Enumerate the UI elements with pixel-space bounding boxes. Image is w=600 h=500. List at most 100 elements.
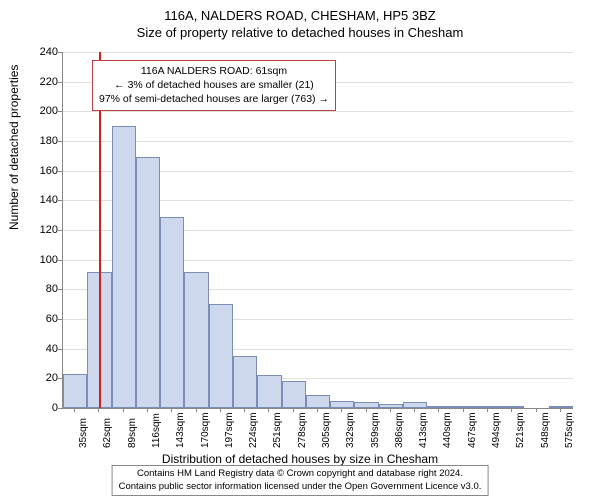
footer-line: Contains HM Land Registry data © Crown c…	[119, 468, 482, 480]
annotation-line: 97% of semi-detached houses are larger (…	[99, 92, 329, 106]
histogram-bar	[63, 374, 87, 408]
histogram-bar	[549, 406, 573, 408]
x-tick-label: 413sqm	[418, 412, 429, 448]
y-tick-mark	[58, 319, 62, 320]
annotation-line: ← 3% of detached houses are smaller (21)	[99, 78, 329, 92]
x-tick-mark	[560, 408, 561, 412]
histogram-bar	[427, 406, 451, 408]
x-tick-mark	[268, 408, 269, 412]
y-tick-mark	[58, 349, 62, 350]
x-tick-mark	[366, 408, 367, 412]
x-tick-mark	[487, 408, 488, 412]
gridline	[63, 111, 573, 112]
x-tick-mark	[341, 408, 342, 412]
histogram-bar	[160, 217, 184, 408]
y-tick-label: 0	[28, 402, 58, 414]
x-tick-label: 440sqm	[442, 412, 453, 448]
x-tick-label: 575sqm	[564, 412, 575, 448]
histogram-bar	[354, 402, 378, 408]
y-tick-label: 160	[28, 165, 58, 177]
y-tick-mark	[58, 378, 62, 379]
y-tick-label: 140	[28, 194, 58, 206]
x-tick-label: 548sqm	[540, 412, 551, 448]
y-tick-mark	[58, 82, 62, 83]
y-tick-mark	[58, 408, 62, 409]
histogram-bar	[403, 402, 427, 408]
y-tick-mark	[58, 171, 62, 172]
x-tick-mark	[463, 408, 464, 412]
histogram-bar	[452, 406, 476, 408]
histogram-bar	[379, 404, 403, 408]
x-tick-mark	[74, 408, 75, 412]
x-tick-mark	[438, 408, 439, 412]
x-tick-mark	[147, 408, 148, 412]
annotation-callout: 116A NALDERS ROAD: 61sqm← 3% of detached…	[92, 60, 336, 111]
histogram-bar	[330, 401, 354, 408]
y-tick-label: 40	[28, 343, 58, 355]
x-tick-label: 170sqm	[200, 412, 211, 448]
histogram-bar	[184, 272, 208, 408]
y-tick-label: 20	[28, 372, 58, 384]
y-tick-label: 200	[28, 105, 58, 117]
histogram-bar	[257, 375, 281, 408]
x-tick-label: 386sqm	[394, 412, 405, 448]
x-tick-label: 143sqm	[175, 412, 186, 448]
y-tick-label: 220	[28, 76, 58, 88]
y-tick-mark	[58, 260, 62, 261]
y-tick-mark	[58, 111, 62, 112]
histogram-bar	[136, 157, 160, 408]
x-tick-label: 305sqm	[321, 412, 332, 448]
gridline	[63, 141, 573, 142]
x-tick-mark	[196, 408, 197, 412]
x-tick-mark	[511, 408, 512, 412]
y-tick-label: 80	[28, 283, 58, 295]
histogram-bar	[233, 356, 257, 408]
attribution-footer: Contains HM Land Registry data © Crown c…	[112, 465, 489, 496]
x-tick-label: 521sqm	[515, 412, 526, 448]
x-tick-label: 278sqm	[297, 412, 308, 448]
footer-line: Contains public sector information licen…	[119, 481, 482, 493]
x-tick-label: 89sqm	[127, 418, 138, 448]
histogram-bar	[112, 126, 136, 408]
x-tick-label: 251sqm	[272, 412, 283, 448]
x-tick-label: 197sqm	[224, 412, 235, 448]
x-tick-label: 332sqm	[345, 412, 356, 448]
x-tick-label: 62sqm	[102, 418, 113, 448]
y-tick-mark	[58, 230, 62, 231]
histogram-bar	[209, 304, 233, 408]
y-tick-label: 60	[28, 313, 58, 325]
x-tick-label: 35sqm	[78, 418, 89, 448]
histogram-bar	[282, 381, 306, 408]
x-tick-label: 224sqm	[248, 412, 259, 448]
y-axis-label: Number of detached properties	[7, 65, 21, 230]
y-tick-label: 180	[28, 135, 58, 147]
x-tick-label: 359sqm	[370, 412, 381, 448]
y-tick-mark	[58, 200, 62, 201]
annotation-line: 116A NALDERS ROAD: 61sqm	[99, 64, 329, 78]
x-tick-label: 116sqm	[151, 413, 162, 448]
x-tick-mark	[244, 408, 245, 412]
x-tick-mark	[123, 408, 124, 412]
x-tick-label: 467sqm	[467, 412, 478, 448]
y-tick-mark	[58, 141, 62, 142]
x-tick-mark	[536, 408, 537, 412]
x-tick-mark	[220, 408, 221, 412]
chart-title: Size of property relative to detached ho…	[0, 23, 600, 40]
gridline	[63, 52, 573, 53]
x-tick-mark	[171, 408, 172, 412]
y-tick-label: 120	[28, 224, 58, 236]
y-tick-label: 240	[28, 46, 58, 58]
y-tick-label: 100	[28, 254, 58, 266]
x-tick-mark	[414, 408, 415, 412]
histogram-bar	[306, 395, 330, 408]
histogram-bar	[500, 406, 524, 408]
page-title: 116A, NALDERS ROAD, CHESHAM, HP5 3BZ	[0, 0, 600, 23]
y-tick-mark	[58, 52, 62, 53]
x-tick-label: 494sqm	[491, 412, 502, 448]
x-tick-mark	[390, 408, 391, 412]
x-tick-mark	[293, 408, 294, 412]
x-tick-mark	[98, 408, 99, 412]
y-tick-mark	[58, 289, 62, 290]
x-tick-mark	[317, 408, 318, 412]
x-axis-label: Distribution of detached houses by size …	[0, 452, 600, 466]
